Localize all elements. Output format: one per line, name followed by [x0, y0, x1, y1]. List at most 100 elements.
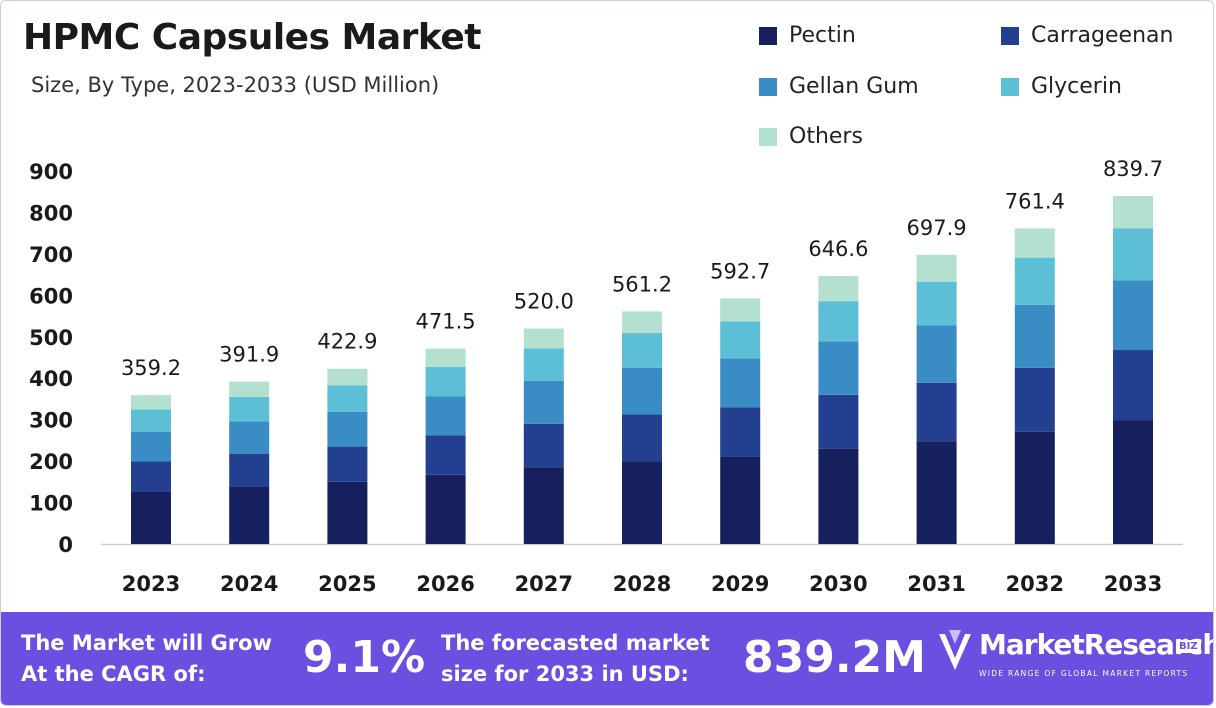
bar-segment-glycerin [229, 396, 270, 422]
bar-segment-gellan-gum [523, 380, 564, 424]
cagr-label-line2: At the CAGR of: [21, 662, 206, 686]
x-tick-label: 2029 [711, 572, 769, 596]
bar-total-label: 592.7 [710, 259, 770, 283]
legend-item-others: Others [759, 124, 863, 149]
legend-swatch-gellan-gum [759, 77, 777, 96]
bar-segment-glycerin [327, 385, 368, 412]
x-tick-label: 2024 [220, 572, 278, 596]
bar-segment-carrageenan [1014, 367, 1055, 432]
bar-segment-gellan-gum [622, 367, 662, 415]
bar-total-label: 520.0 [514, 289, 574, 313]
cagr-value: 9.1% [303, 632, 426, 683]
bar-total-label: 471.5 [416, 310, 476, 334]
brand-tagline: WIDE RANGE OF GLOBAL MARKET REPORTS [979, 669, 1189, 678]
y-tick-label: 300 [29, 409, 73, 433]
bar-segment-pectin [1014, 431, 1055, 544]
bar-segment-others [1113, 195, 1153, 229]
legend-swatch-others [759, 127, 777, 146]
bar-segment-carrageenan [131, 461, 171, 492]
bar-segment-pectin [622, 461, 662, 544]
legend-label-pectin: Pectin [789, 23, 856, 48]
y-tick-label: 900 [29, 160, 73, 184]
bar-segment-pectin [818, 448, 859, 544]
bar-total-label: 646.6 [808, 237, 868, 261]
bar-segment-glycerin [425, 367, 466, 397]
bar-segment-carrageenan [916, 382, 957, 442]
bar-segment-gellan-gum [229, 421, 270, 454]
x-tick-label: 2033 [1104, 572, 1162, 596]
bar-segment-others [622, 311, 662, 334]
bar-segment-glycerin [523, 348, 564, 381]
y-tick-label: 800 [29, 201, 73, 225]
bar-segment-others [916, 254, 957, 282]
bar-segment-gellan-gum [916, 325, 957, 383]
y-tick-label: 400 [29, 367, 73, 391]
bar-segment-carrageenan [425, 435, 466, 475]
bar-segment-others [818, 276, 859, 302]
bar-segment-carrageenan [720, 407, 761, 457]
bar-segment-glycerin [720, 321, 761, 359]
legend-swatch-glycerin [1001, 77, 1019, 96]
y-tick-label: 600 [29, 284, 73, 308]
x-tick-label: 2025 [318, 572, 376, 596]
brand-name: MarketResearch [979, 628, 1214, 661]
bar-segment-glycerin [916, 281, 957, 326]
bar-segment-gellan-gum [720, 358, 761, 408]
bar-segment-gellan-gum [131, 431, 171, 462]
bar-segment-pectin [327, 481, 368, 544]
bar-segment-gellan-gum [1014, 304, 1055, 368]
bar-total-label: 391.9 [219, 343, 279, 367]
bar-total-label: 697.9 [907, 216, 967, 240]
brand-suffix: BIZ [1176, 640, 1201, 653]
legend-label-gellan-gum: Gellan Gum [789, 74, 919, 99]
x-tick-label: 2032 [1006, 572, 1064, 596]
bar-segment-others [229, 381, 270, 397]
bar-total-label: 761.4 [1005, 189, 1065, 213]
x-tick-label: 2027 [515, 572, 573, 596]
bar-segment-gellan-gum [1113, 280, 1153, 351]
forecast-label-line1: The forecasted market [441, 631, 710, 655]
x-tick-label: 2028 [613, 572, 671, 596]
bar-segment-pectin [720, 456, 761, 544]
bar-segment-pectin [916, 441, 957, 544]
bar-segment-others [720, 298, 761, 322]
bar-segment-pectin [229, 486, 270, 544]
legend-label-others: Others [789, 124, 863, 149]
bar-segment-others [131, 395, 171, 410]
bar-segment-glycerin [1014, 257, 1055, 305]
bar-segment-gellan-gum [425, 396, 466, 436]
forecast-label: The forecasted market size for 2033 in U… [441, 628, 710, 690]
x-tick-label: 2026 [416, 572, 474, 596]
bar-segment-pectin [523, 467, 564, 544]
bar-segment-carrageenan [818, 394, 859, 449]
legend-label-carrageenan: Carrageenan [1031, 23, 1174, 48]
brand-logo[interactable]: MarketResearch BIZ WIDE RANGE OF GLOBAL … [933, 626, 1213, 696]
bar-segment-others [327, 368, 368, 386]
bar-segment-pectin [1113, 420, 1153, 544]
y-tick-label: 200 [29, 450, 73, 474]
bar-total-label: 839.7 [1103, 157, 1163, 181]
forecast-value: 839.2M [743, 632, 926, 683]
chart-subtitle: Size, By Type, 2023-2033 (USD Million) [31, 73, 440, 97]
x-tick-label: 2023 [122, 572, 180, 596]
bar-segment-carrageenan [229, 453, 270, 487]
y-tick-label: 500 [29, 326, 73, 350]
bar-segment-glycerin [1113, 228, 1153, 281]
y-tick-label: 700 [29, 243, 73, 267]
bar-segment-glycerin [131, 409, 171, 432]
bar-segment-carrageenan [622, 414, 662, 462]
bar-total-label: 561.2 [612, 272, 672, 296]
cagr-label-line1: The Market will Grow [21, 631, 272, 655]
forecast-label-line2: size for 2033 in USD: [441, 662, 689, 686]
bar-segment-pectin [131, 491, 171, 544]
bar-total-label: 359.2 [121, 356, 181, 380]
bar-segment-others [523, 328, 564, 349]
bar-segment-glycerin [818, 301, 859, 342]
bar-segment-pectin [425, 474, 466, 544]
x-tick-label: 2030 [809, 572, 867, 596]
stacked-bar-chart: 0 100 200 300 400 500 600 700 800 900 359.2 2023 391… [29, 157, 1183, 596]
cagr-label: The Market will Grow At the CAGR of: [21, 628, 272, 690]
bar-total-label: 422.9 [317, 330, 377, 354]
bar-segment-carrageenan [1113, 350, 1153, 421]
